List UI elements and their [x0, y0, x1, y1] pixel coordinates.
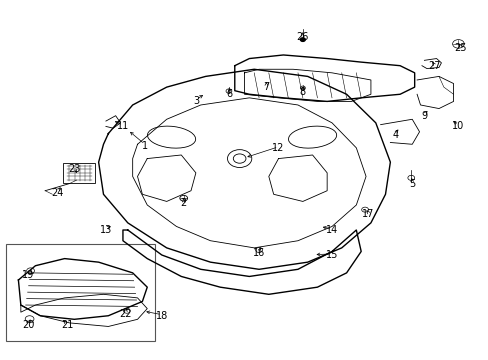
Text: 2: 2	[180, 198, 186, 208]
Text: 8: 8	[299, 87, 305, 98]
Text: 24: 24	[51, 188, 63, 198]
Text: 18: 18	[155, 311, 167, 321]
Text: 10: 10	[451, 121, 464, 131]
Text: 26: 26	[296, 32, 308, 42]
Bar	[6, 244, 154, 341]
Text: 9: 9	[421, 111, 427, 121]
Text: 16: 16	[252, 248, 264, 258]
Text: 13: 13	[100, 225, 112, 235]
Text: 19: 19	[22, 270, 34, 280]
Circle shape	[300, 38, 305, 41]
Text: 15: 15	[325, 250, 338, 260]
Text: 1: 1	[142, 141, 147, 151]
Text: 6: 6	[226, 89, 232, 99]
Text: 4: 4	[391, 130, 398, 140]
Text: 12: 12	[272, 143, 284, 153]
Text: 23: 23	[68, 164, 81, 174]
Text: 25: 25	[454, 43, 466, 53]
Text: 11: 11	[117, 121, 129, 131]
Text: 21: 21	[61, 320, 73, 330]
Text: 7: 7	[263, 82, 269, 92]
Text: 20: 20	[22, 320, 34, 330]
Text: 27: 27	[427, 61, 440, 71]
Text: 5: 5	[408, 179, 414, 189]
Text: 22: 22	[119, 309, 131, 319]
Text: 3: 3	[192, 96, 199, 107]
Text: 14: 14	[325, 225, 338, 235]
Text: 17: 17	[362, 209, 374, 219]
